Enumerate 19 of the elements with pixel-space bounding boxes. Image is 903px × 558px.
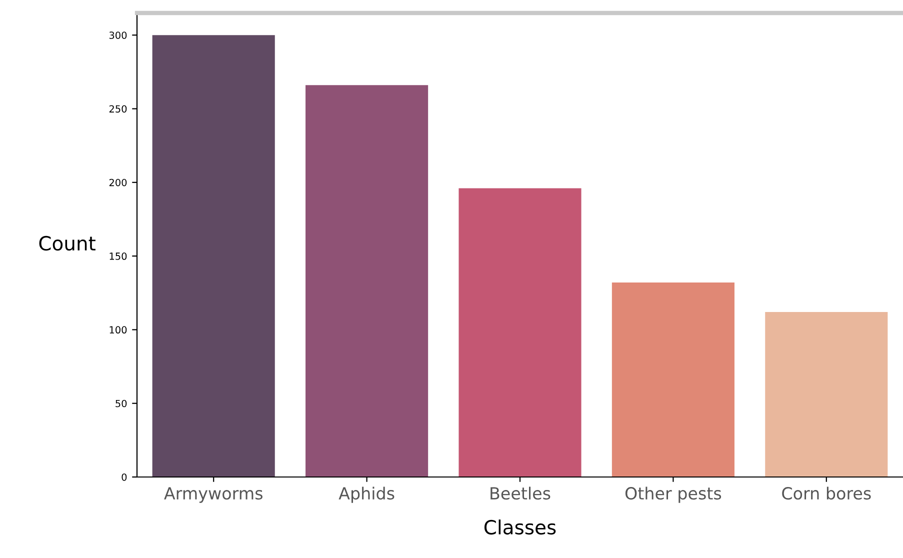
x-tick-label: Aphids <box>338 486 394 503</box>
x-tick-label: Beetles <box>490 486 550 500</box>
x-tick-label: Other pests <box>625 486 722 503</box>
bar <box>306 85 428 477</box>
bar <box>458 188 582 477</box>
y-tick-label: 100 <box>110 326 127 334</box>
y-tick-label: 250 <box>109 105 127 113</box>
bar <box>612 282 734 477</box>
y-tick-label: 0 <box>122 473 127 481</box>
y-axis-title: Count <box>39 236 96 251</box>
y-tick-label: 50 <box>116 400 127 408</box>
bar <box>152 35 275 477</box>
x-tick-label: Armyworms <box>164 487 262 503</box>
y-tick-label: 300 <box>109 32 127 39</box>
bar <box>765 312 888 477</box>
y-tick-label: 150 <box>110 252 127 260</box>
x-tick-label: Corn bores <box>782 486 871 500</box>
x-axis-title: Classes <box>484 520 556 535</box>
y-tick-label: 200 <box>109 178 127 186</box>
